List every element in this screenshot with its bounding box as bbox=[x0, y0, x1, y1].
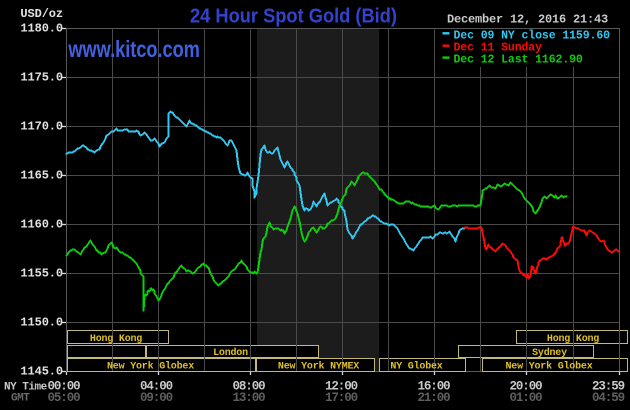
svg-text:1165.0: 1165.0 bbox=[20, 169, 63, 183]
svg-text:1160.0: 1160.0 bbox=[20, 218, 63, 232]
svg-text:04:00: 04:00 bbox=[140, 380, 173, 394]
svg-text:01:00: 01:00 bbox=[509, 391, 542, 405]
svg-text:24 Hour Spot Gold (Bid): 24 Hour Spot Gold (Bid) bbox=[190, 6, 397, 28]
svg-text:Sydney: Sydney bbox=[532, 347, 567, 359]
svg-text:17:00: 17:00 bbox=[325, 391, 358, 405]
svg-text:GMT: GMT bbox=[11, 393, 30, 405]
svg-text:New York Globex: New York Globex bbox=[107, 361, 194, 373]
svg-text:12:00: 12:00 bbox=[325, 380, 358, 394]
svg-text:London: London bbox=[213, 347, 248, 359]
svg-text:1155.0: 1155.0 bbox=[20, 267, 63, 281]
svg-text:00:00: 00:00 bbox=[47, 380, 80, 394]
svg-text:USD/oz: USD/oz bbox=[20, 7, 63, 21]
svg-text:www.kitco.com: www.kitco.com bbox=[68, 36, 200, 62]
svg-text:20:00: 20:00 bbox=[509, 380, 542, 394]
svg-text:December 12, 2016 21:43: December 12, 2016 21:43 bbox=[447, 12, 608, 26]
svg-text:NY Globex: NY Globex bbox=[390, 361, 442, 373]
svg-text:1180.0: 1180.0 bbox=[20, 22, 63, 36]
svg-text:Dec 11 Sunday: Dec 11 Sunday bbox=[454, 42, 543, 55]
svg-text:1150.0: 1150.0 bbox=[20, 316, 63, 330]
svg-text:05:00: 05:00 bbox=[47, 391, 80, 405]
svg-text:Hong Kong: Hong Kong bbox=[547, 334, 599, 345]
svg-text:23:59: 23:59 bbox=[592, 380, 625, 394]
svg-text:21:00: 21:00 bbox=[417, 391, 450, 405]
svg-text:New York Globex: New York Globex bbox=[505, 361, 592, 373]
svg-text:09:00: 09:00 bbox=[140, 391, 173, 405]
svg-text:1145.0: 1145.0 bbox=[20, 365, 63, 379]
svg-text:16:00: 16:00 bbox=[417, 380, 450, 394]
svg-text:New York NYMEX: New York NYMEX bbox=[278, 361, 359, 373]
svg-text:NY Time: NY Time bbox=[4, 381, 48, 393]
svg-text:13:00: 13:00 bbox=[232, 391, 265, 405]
svg-text:1170.0: 1170.0 bbox=[20, 120, 63, 134]
svg-text:Dec 09 NY close 1159.60: Dec 09 NY close 1159.60 bbox=[454, 29, 611, 42]
svg-text:Hong Kong: Hong Kong bbox=[90, 334, 142, 345]
svg-text:1175.0: 1175.0 bbox=[20, 71, 63, 85]
svg-text:08:00: 08:00 bbox=[232, 380, 265, 394]
svg-text:Dec 12 Last 1162.90: Dec 12 Last 1162.90 bbox=[454, 54, 583, 67]
svg-text:04:59: 04:59 bbox=[592, 391, 625, 405]
